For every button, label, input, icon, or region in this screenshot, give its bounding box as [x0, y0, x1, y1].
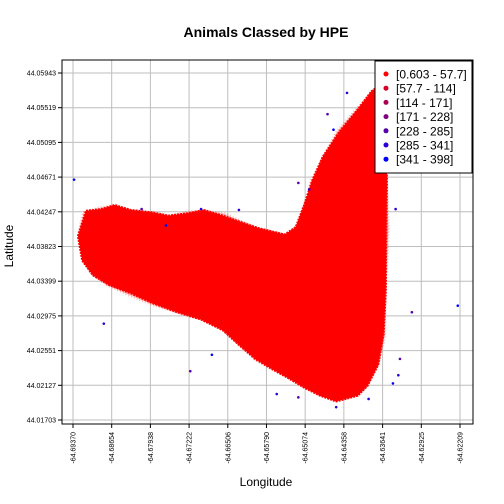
- x-tick-label: -64.62209: [458, 432, 465, 464]
- data-point: [334, 405, 338, 409]
- y-tick-label: 44.05943: [27, 71, 56, 78]
- x-axis-label: Longitude: [240, 475, 293, 489]
- legend-label: [171 - 228]: [396, 110, 453, 124]
- legend-label: [114 - 171]: [396, 96, 452, 110]
- dense-region: [76, 83, 389, 403]
- legend-label: [341 - 398]: [396, 153, 453, 167]
- data-point: [297, 181, 300, 185]
- data-point: [410, 310, 414, 314]
- legend-marker: [383, 71, 389, 77]
- data-point: [397, 373, 400, 377]
- chart-title: Animals Classed by HPE: [184, 24, 349, 40]
- data-point: [275, 392, 279, 396]
- data-layer: [72, 83, 460, 409]
- x-tick-label: -64.62925: [419, 432, 426, 464]
- legend-marker: [383, 85, 389, 91]
- legend-marker: [383, 128, 389, 134]
- x-tick-label: -64.68654: [109, 432, 116, 464]
- data-point: [332, 128, 335, 132]
- y-tick-label: 44.01703: [27, 418, 56, 425]
- data-point: [164, 224, 168, 227]
- y-tick-label: 44.05095: [27, 140, 56, 147]
- legend-box: [374, 60, 473, 174]
- legend-label: [57.7 - 114]: [396, 82, 456, 96]
- data-point: [456, 304, 460, 307]
- plot-frame: [61, 59, 474, 425]
- data-point: [72, 178, 76, 181]
- data-point: [307, 188, 311, 191]
- data-point: [188, 369, 192, 373]
- y-tick-label: 44.02551: [27, 348, 56, 355]
- legend-label: [228 - 285]: [396, 124, 453, 138]
- y-tick-label: 44.03399: [27, 279, 56, 286]
- y-tick-label: 44.03823: [27, 244, 56, 251]
- legend-marker: [383, 114, 389, 120]
- data-point: [391, 382, 395, 385]
- data-point: [367, 397, 370, 401]
- x-axis: -64.69370 -64.68654 -64.67938 -64.67222 -64.…: [71, 424, 465, 464]
- y-tick-label: 44.02975: [27, 313, 56, 320]
- x-tick-label: -64.69370: [71, 432, 78, 464]
- legend-marker: [383, 142, 389, 148]
- y-tick-label: 44.04671: [27, 175, 56, 182]
- data-point: [140, 207, 143, 211]
- data-point: [297, 396, 300, 399]
- data-point: [345, 91, 349, 95]
- legend: [0.603 - 57.7][57.7 - 114][114 - 171][17…: [374, 60, 473, 174]
- data-point: [210, 353, 214, 357]
- x-tick-label: -64.64358: [341, 432, 348, 464]
- y-tick-label: 44.02127: [27, 383, 56, 390]
- y-tick-label: 44.04247: [27, 209, 56, 216]
- legend-label: [285 - 341]: [396, 139, 453, 153]
- y-axis-label: Latitude: [2, 224, 16, 267]
- legend-marker: [383, 156, 389, 162]
- x-tick-label: -64.65074: [303, 432, 310, 464]
- x-tick-label: -64.65790: [264, 432, 271, 464]
- data-point: [237, 208, 241, 212]
- y-axis: 44.05943 44.05519 44.05095 44.04671 44.04247…: [27, 71, 62, 425]
- data-point: [199, 207, 203, 211]
- data-point: [102, 322, 106, 325]
- x-tick-label: -64.67938: [148, 432, 155, 464]
- y-tick-label: 44.05519: [27, 105, 56, 112]
- x-tick-label: -64.67222: [187, 432, 194, 464]
- data-point: [326, 112, 329, 116]
- data-point: [394, 207, 397, 211]
- x-tick-label: -64.63641: [380, 432, 387, 464]
- legend-marker: [383, 99, 389, 105]
- legend-label: [0.603 - 57.7]: [396, 68, 467, 82]
- data-point: [398, 357, 402, 361]
- x-tick-label: -64.66506: [225, 432, 232, 464]
